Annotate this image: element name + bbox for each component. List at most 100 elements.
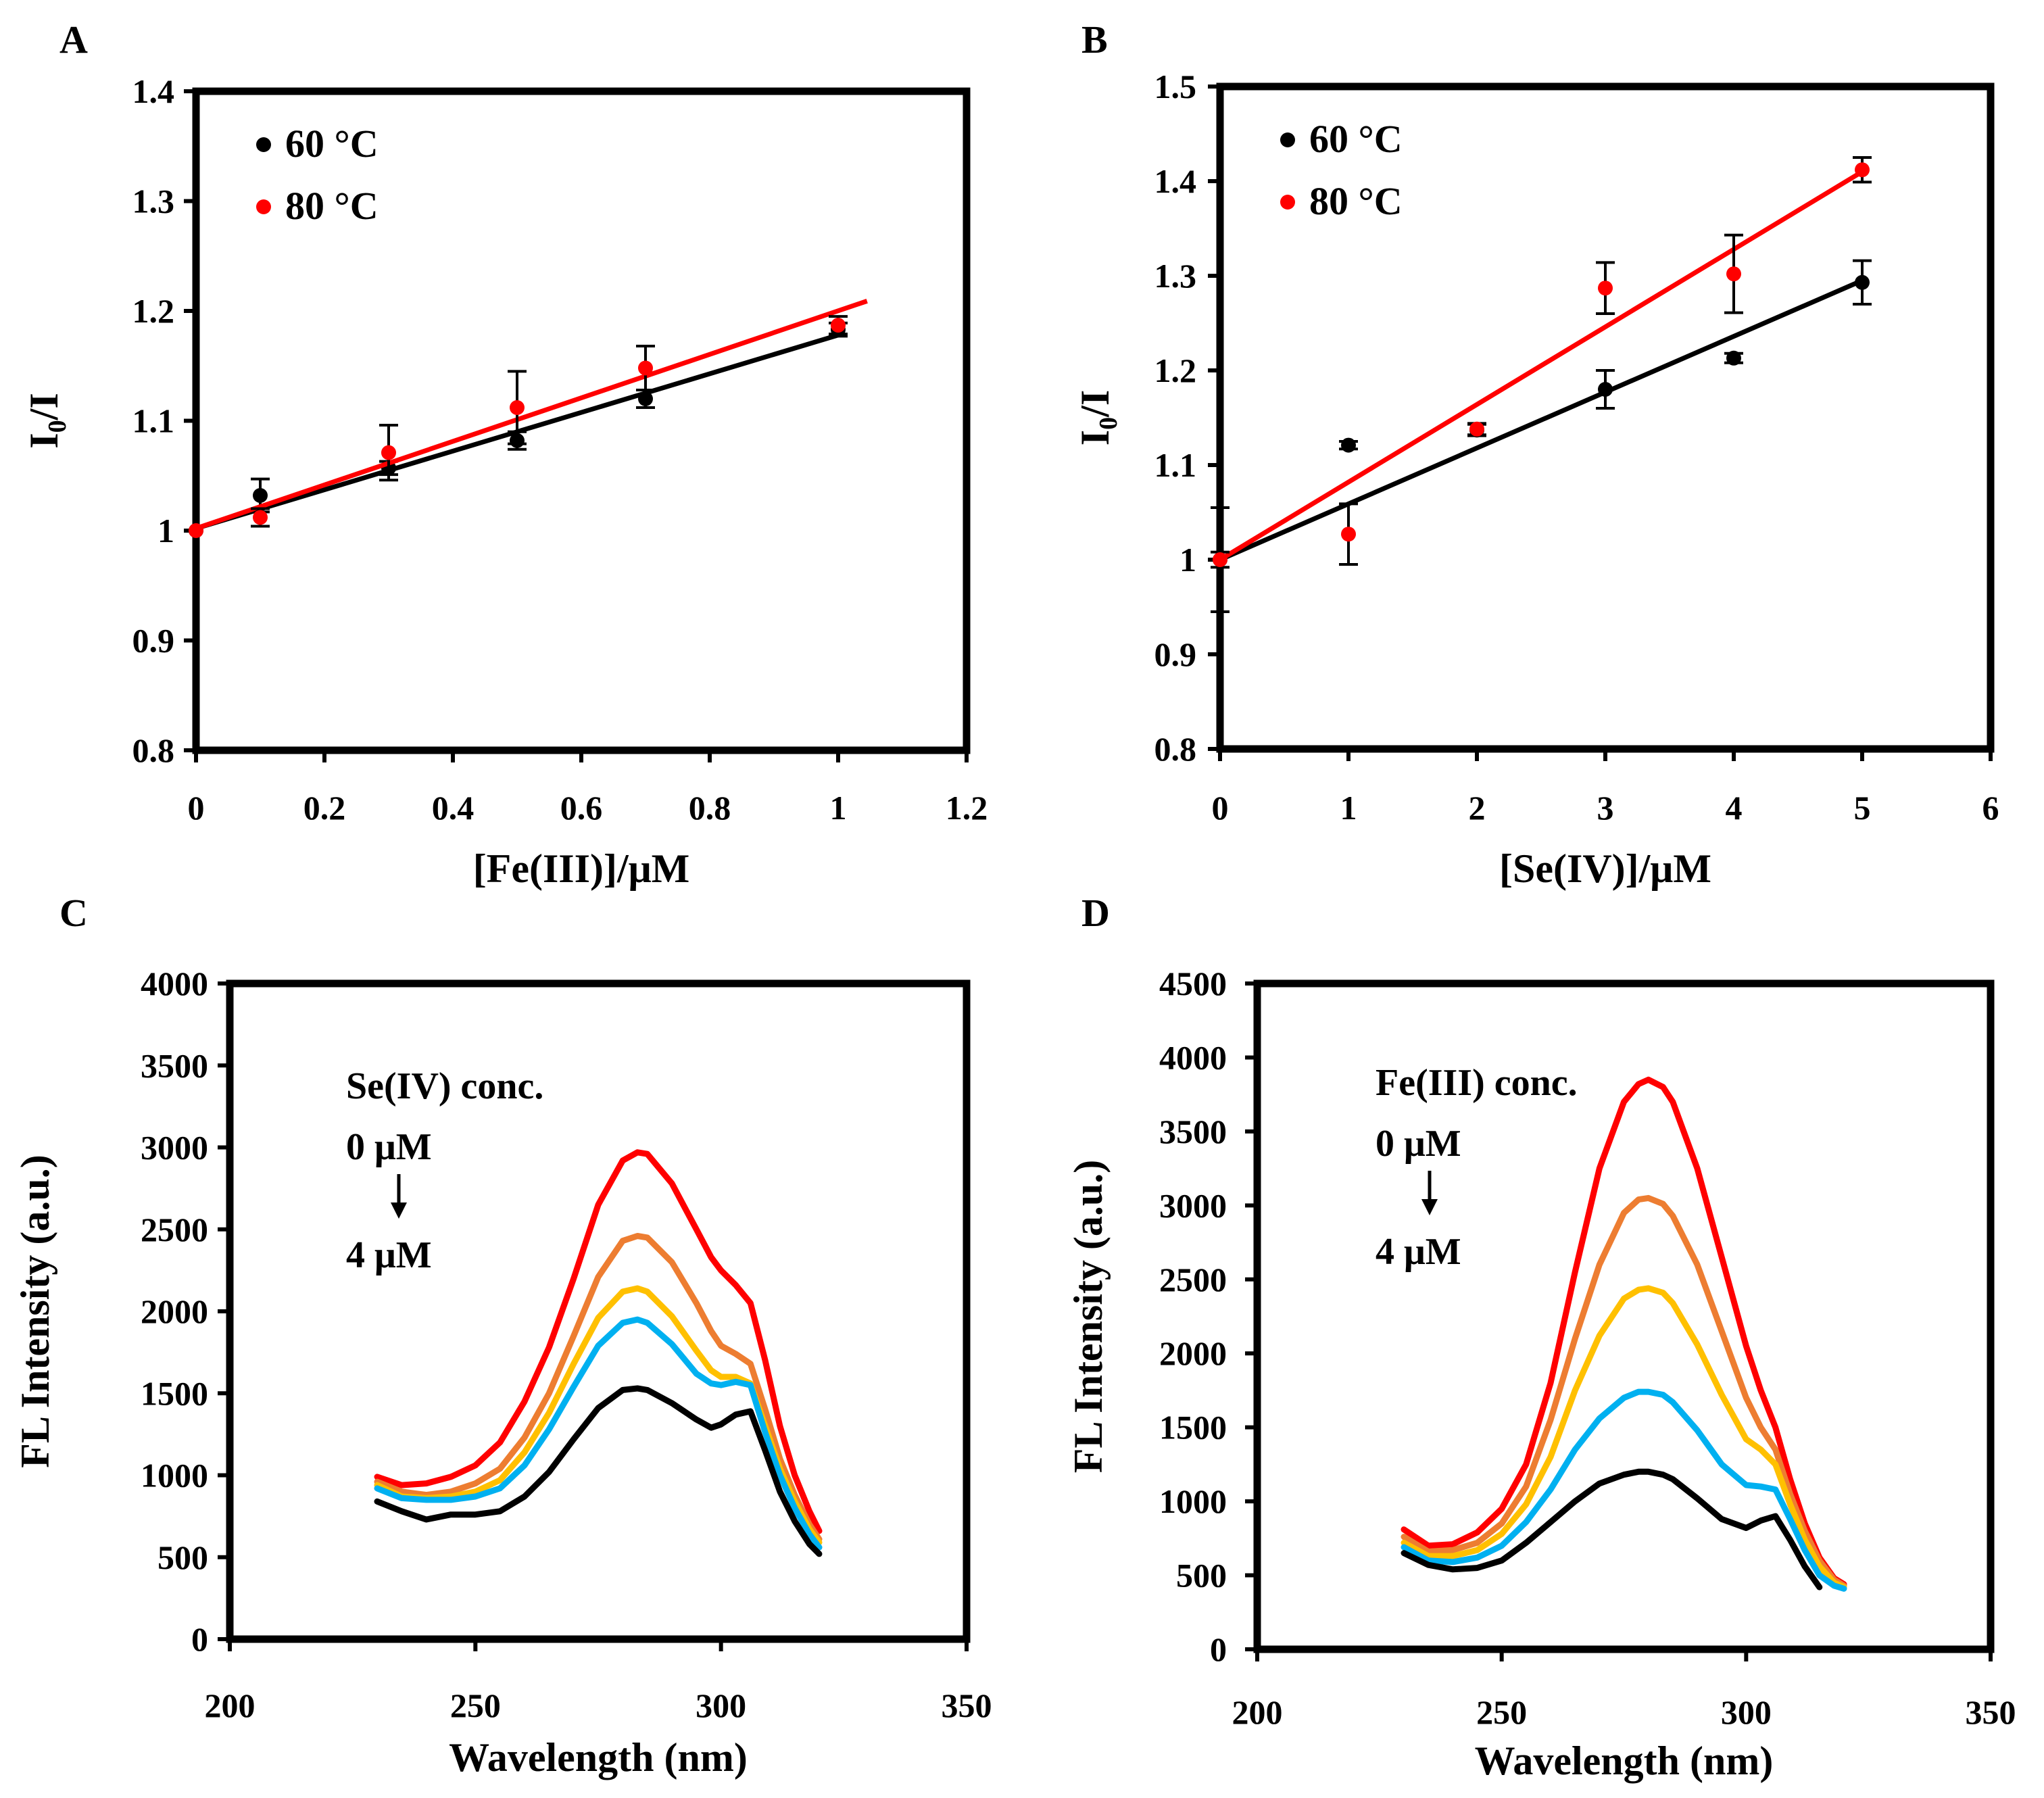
- y-tick-label: 4500: [1159, 965, 1227, 1002]
- x-tick-label: 4: [1726, 789, 1743, 827]
- spectrum-line-2: [374, 1233, 823, 1542]
- x-tick-label: 0.2: [303, 789, 346, 827]
- y-tick-label: 0: [1210, 1630, 1227, 1668]
- y-tick-label: 500: [1176, 1557, 1227, 1595]
- x-tick-label: 300: [1721, 1693, 1772, 1731]
- annotation-start: 0 μM: [346, 1126, 432, 1168]
- spectrum-line-4: [1401, 1388, 1847, 1592]
- x-tick-label: 6: [1982, 789, 1999, 827]
- y-tick-label: 1: [1179, 541, 1196, 579]
- legend-label: 60 °C: [1309, 117, 1403, 161]
- data-point: [1726, 350, 1741, 366]
- plot-area-frame: [226, 979, 971, 1643]
- x-tick-label: 350: [942, 1686, 992, 1724]
- y-tick-label: 1500: [1159, 1409, 1227, 1447]
- x-tick-label: 0.8: [689, 789, 731, 827]
- spectrum-line-5: [374, 1385, 823, 1557]
- spectrum-line-1: [374, 1149, 823, 1534]
- y-tick-label: 1.3: [132, 183, 175, 220]
- annotation-title: Se(IV) conc.: [346, 1065, 543, 1107]
- x-tick-label: 1.2: [946, 789, 988, 827]
- y-tick-label: 0.8: [132, 731, 175, 769]
- y-tick-label: 2000: [141, 1292, 208, 1330]
- x-axis-label: Wavelength (nm): [449, 1735, 748, 1780]
- legend-marker: [256, 199, 271, 214]
- x-tick-label: 200: [1232, 1693, 1283, 1731]
- trend-line: [1219, 170, 1864, 562]
- x-tick-label: 5: [1854, 789, 1871, 827]
- x-tick-label: 250: [450, 1686, 501, 1724]
- annotation-end: 4 μM: [1376, 1231, 1461, 1273]
- spectrum-line-3: [1401, 1285, 1847, 1590]
- y-axis-label: I0/I: [1073, 390, 1123, 445]
- data-point: [510, 400, 525, 415]
- y-tick-label: 3500: [1159, 1113, 1227, 1150]
- y-tick-label: 3000: [141, 1129, 208, 1167]
- data-point: [1598, 382, 1613, 397]
- trend-line: [195, 299, 868, 531]
- data-point: [253, 510, 268, 525]
- y-tick-label: 1.2: [132, 292, 175, 330]
- spectrum-line-4: [374, 1316, 823, 1551]
- y-tick-label: 1.5: [1154, 68, 1197, 105]
- x-tick-label: 1: [1340, 789, 1357, 827]
- legend-marker: [1280, 132, 1295, 147]
- y-tick-label: 1.4: [132, 72, 175, 110]
- y-tick-label: 4000: [141, 965, 208, 1002]
- data-point: [381, 445, 396, 460]
- legend-marker: [256, 137, 271, 152]
- x-tick-label: 200: [205, 1686, 256, 1724]
- y-tick-label: 4000: [1159, 1038, 1227, 1076]
- annotation-end: 4 μM: [346, 1234, 432, 1276]
- annotation-arrow-head: [391, 1202, 407, 1219]
- y-tick-label: 1.3: [1154, 257, 1197, 295]
- y-axis-label: FL Intensity (a.u.): [13, 1155, 57, 1467]
- data-point: [253, 488, 268, 503]
- data-point: [638, 391, 653, 406]
- legend-label: 60 °C: [285, 122, 379, 166]
- x-tick-label: 250: [1476, 1693, 1527, 1731]
- x-axis-label: Wavelength (nm): [1475, 1739, 1774, 1783]
- annotation-arrow-head: [1421, 1199, 1438, 1215]
- y-tick-label: 2500: [141, 1211, 208, 1248]
- data-point: [1855, 274, 1870, 290]
- legend-label: 80 °C: [285, 184, 379, 228]
- spectrum-line-2: [1401, 1194, 1847, 1589]
- data-point: [1341, 437, 1356, 453]
- y-tick-label: 0.9: [1154, 635, 1197, 673]
- spectrum-line-5: [1401, 1468, 1823, 1590]
- x-tick-label: 0: [188, 789, 205, 827]
- series-1: [1211, 259, 1872, 613]
- data-point: [831, 318, 846, 333]
- y-tick-label: 0: [191, 1620, 208, 1658]
- data-point: [1341, 527, 1356, 542]
- data-point: [189, 523, 203, 538]
- y-tick-label: 1.1: [1154, 446, 1197, 484]
- y-tick-label: 1: [157, 512, 174, 550]
- panel-a-letter: A: [59, 18, 88, 62]
- panel-b-chart: 0.8 0.9 1 1.1 1.2 1.3 1.4 1.5 0 1 2 3 4 5 6 [Se(IV)]/μM…: [1073, 68, 1999, 891]
- trend-line: [1219, 278, 1864, 562]
- panel-d-chart: 0 500 1000 1500 2000 2500 3000 3500 4000 4500 200 2…: [1066, 965, 2016, 1783]
- x-tick-label: 350: [1966, 1693, 2016, 1731]
- spectrum-line-1: [1401, 1076, 1847, 1588]
- y-axis-label: I0/I: [22, 393, 72, 448]
- data-point: [1726, 266, 1741, 282]
- y-tick-label: 1.4: [1154, 162, 1197, 200]
- y-tick-label: 3500: [141, 1046, 208, 1084]
- y-tick-label: 1.1: [132, 402, 175, 440]
- data-point: [1598, 281, 1613, 296]
- x-tick-label: 0.4: [432, 789, 474, 827]
- y-tick-label: 2000: [1159, 1334, 1227, 1372]
- data-point: [1213, 552, 1227, 567]
- panel-d-letter: D: [1081, 891, 1110, 935]
- series-2: [189, 299, 868, 538]
- x-axis-label: [Se(IV)]/μM: [1499, 846, 1711, 891]
- y-tick-label: 0.9: [132, 622, 175, 660]
- panel-b-letter: B: [1081, 18, 1108, 62]
- data-point: [638, 360, 653, 376]
- series-2: [1211, 156, 1872, 569]
- y-tick-label: 500: [157, 1538, 208, 1576]
- x-tick-label: 1: [830, 789, 847, 827]
